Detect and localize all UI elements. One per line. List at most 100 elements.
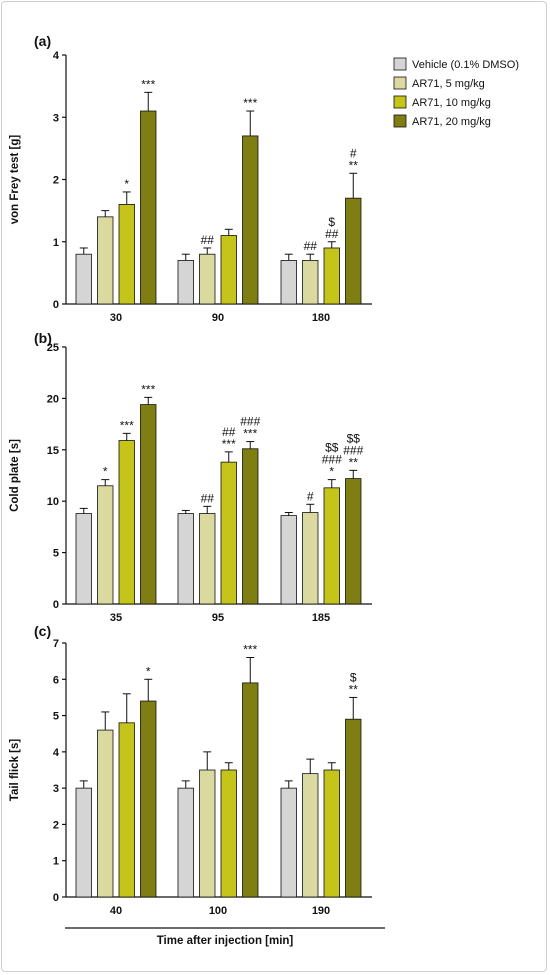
y-tick-label: 5 bbox=[53, 711, 59, 723]
significance-label: * bbox=[124, 177, 129, 191]
bar bbox=[302, 512, 319, 605]
significance-label: ** bbox=[349, 682, 359, 696]
y-tick-label: 10 bbox=[47, 496, 59, 508]
significance-label: * bbox=[103, 465, 108, 479]
y-tick-label: 2 bbox=[53, 819, 59, 831]
y-tick-label: 4 bbox=[53, 50, 60, 62]
y-tick-label: 20 bbox=[47, 393, 59, 405]
bar bbox=[140, 700, 157, 898]
bar bbox=[323, 769, 340, 898]
bar bbox=[345, 478, 362, 605]
panel-label: (a) bbox=[34, 33, 51, 49]
bar bbox=[177, 260, 194, 305]
significance-label: ** bbox=[349, 158, 359, 172]
significance-label: *** bbox=[243, 96, 257, 110]
y-axis-title: von Frey test [g] bbox=[9, 135, 21, 225]
y-tick-label: 0 bbox=[53, 299, 59, 311]
y-tick-label: 0 bbox=[53, 892, 59, 904]
x-tick-label: 190 bbox=[312, 905, 330, 917]
bar bbox=[140, 110, 157, 305]
bar bbox=[97, 485, 114, 605]
legend-swatch-vehicle bbox=[393, 57, 407, 71]
bar bbox=[280, 515, 297, 605]
significance-label: * bbox=[146, 664, 151, 678]
bar bbox=[118, 722, 135, 898]
x-tick-label: 180 bbox=[312, 312, 330, 324]
bar bbox=[199, 513, 216, 605]
bar bbox=[220, 461, 237, 605]
x-tick-label: 90 bbox=[212, 312, 224, 324]
panels-group: (a)von Frey test [g]01234****30##***90##… bbox=[9, 33, 372, 917]
bar bbox=[345, 718, 362, 898]
x-tick-label: 30 bbox=[110, 312, 122, 324]
significance-label: ## bbox=[325, 227, 339, 241]
legend: Vehicle (0.1% DMSO) AR71, 5 mg/kg AR71, … bbox=[393, 57, 519, 128]
legend-swatch-ar71-10 bbox=[393, 95, 407, 109]
x-tick-label: 185 bbox=[312, 612, 330, 624]
bar bbox=[75, 513, 92, 605]
bar bbox=[75, 253, 92, 305]
y-tick-label: 1 bbox=[53, 237, 59, 249]
significance-label: ** bbox=[349, 455, 359, 469]
significance-label: ## bbox=[201, 233, 215, 247]
y-axis-title: Tail flick [s] bbox=[9, 739, 21, 802]
y-tick-label: 1 bbox=[53, 856, 59, 868]
legend-swatch-ar71-5 bbox=[393, 76, 407, 90]
y-tick-label: 5 bbox=[53, 548, 59, 560]
bar bbox=[199, 253, 216, 305]
significance-label: $$ bbox=[325, 441, 339, 455]
panel-3: (c) Tail flick [s] 0 1 2 3 4 5 6 7 * 40 *** 100 $** 190 bbox=[9, 623, 372, 917]
legend-label-ar71-5: AR71, 5 mg/kg bbox=[412, 78, 485, 90]
significance-label: # bbox=[350, 146, 357, 160]
bar bbox=[280, 787, 297, 898]
bar bbox=[242, 448, 259, 605]
significance-label: *** bbox=[243, 427, 257, 441]
bar bbox=[97, 216, 114, 305]
significance-label: *** bbox=[243, 643, 257, 657]
y-tick-label: 3 bbox=[53, 783, 59, 795]
significance-label: ## bbox=[201, 491, 215, 505]
y-tick-label: 3 bbox=[53, 112, 59, 124]
y-tick-label: 0 bbox=[53, 599, 59, 611]
significance-label: *** bbox=[141, 77, 155, 91]
bar bbox=[302, 260, 319, 305]
panel-2: (b)Cold plate [s]0510152025*******35####… bbox=[9, 330, 372, 624]
bar bbox=[220, 769, 237, 898]
panel-label: (c) bbox=[34, 623, 51, 639]
bar bbox=[302, 773, 319, 898]
bar bbox=[280, 260, 297, 305]
significance-label: # bbox=[307, 489, 314, 503]
significance-label: ## bbox=[304, 239, 318, 253]
bar bbox=[75, 787, 92, 898]
y-tick-label: 25 bbox=[47, 342, 59, 354]
bar bbox=[140, 404, 157, 605]
x-tick-label: 95 bbox=[212, 612, 224, 624]
bar bbox=[118, 440, 135, 605]
legend-label-ar71-20: AR71, 20 mg/kg bbox=[412, 116, 491, 128]
y-tick-label: 6 bbox=[53, 674, 59, 686]
x-tick-label: 35 bbox=[110, 612, 122, 624]
y-tick-label: 2 bbox=[53, 175, 59, 187]
significance-label: *** bbox=[222, 437, 236, 451]
bar bbox=[323, 487, 340, 605]
bar bbox=[97, 729, 114, 898]
significance-label: ### bbox=[322, 453, 342, 467]
bar bbox=[118, 203, 135, 305]
y-axis-title: Cold plate [s] bbox=[9, 439, 21, 512]
y-tick-label: 4 bbox=[53, 747, 60, 759]
significance-label: $ bbox=[350, 670, 357, 684]
bar bbox=[177, 787, 194, 898]
y-tick-label: 7 bbox=[53, 638, 59, 650]
significance-label: $$ bbox=[347, 431, 361, 445]
bar bbox=[345, 197, 362, 305]
bar bbox=[242, 135, 259, 305]
significance-label: ### bbox=[240, 415, 260, 429]
bar bbox=[220, 235, 237, 305]
bar bbox=[177, 513, 194, 605]
legend-label-vehicle: Vehicle (0.1% DMSO) bbox=[412, 59, 519, 71]
bar bbox=[199, 769, 216, 898]
y-tick-label: 15 bbox=[47, 445, 59, 457]
bar bbox=[323, 247, 340, 305]
